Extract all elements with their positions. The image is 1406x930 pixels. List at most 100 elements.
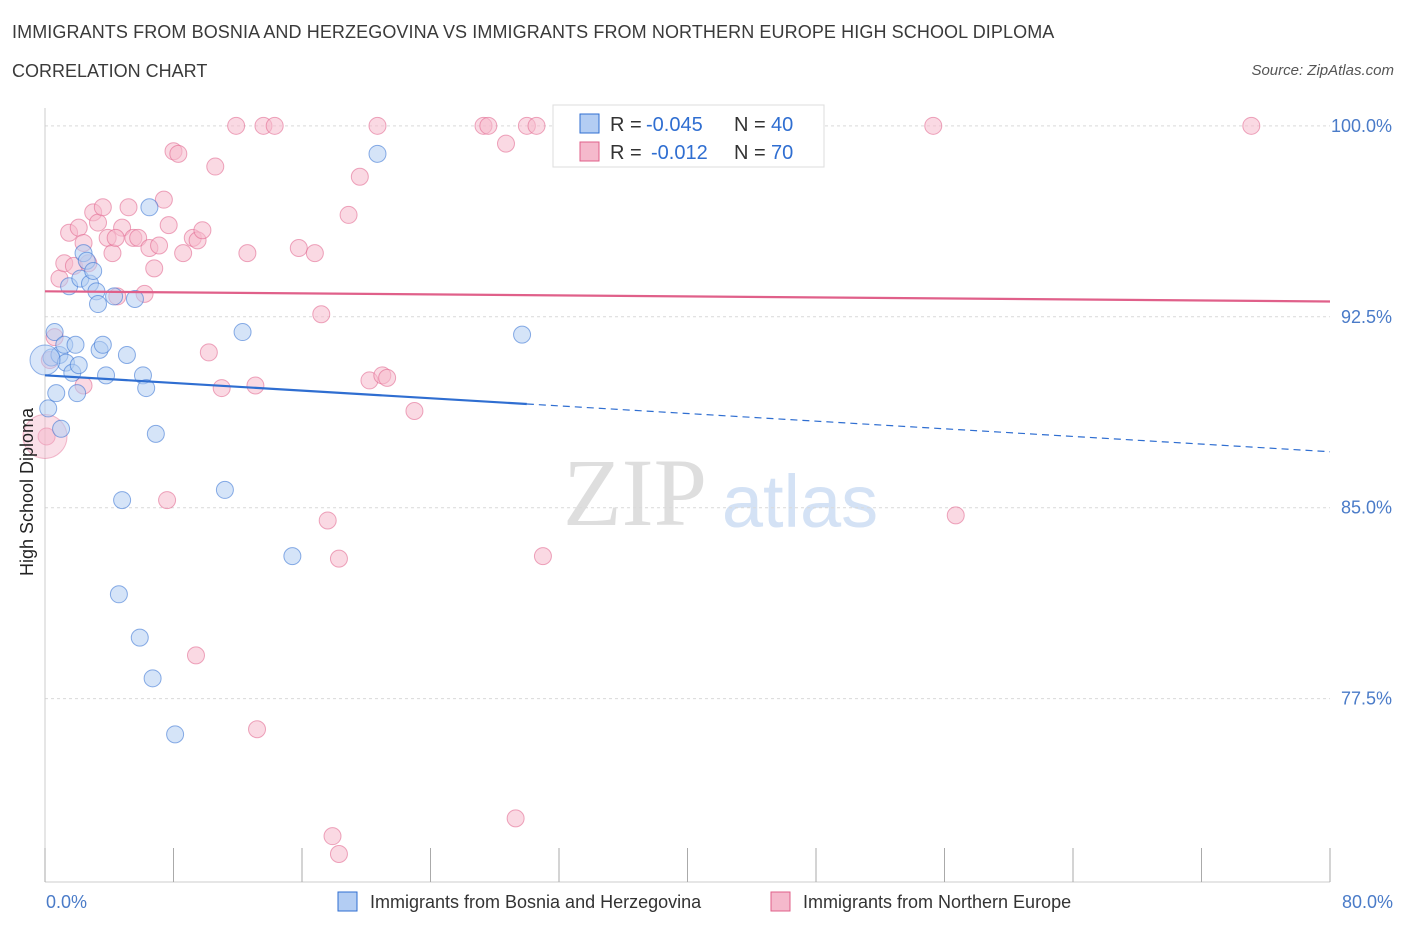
point-bosnia: [130, 628, 149, 647]
y-tick-label: 77.5%: [1341, 689, 1392, 709]
point-northern-europe: [289, 239, 308, 258]
point-northern-europe: [946, 506, 965, 525]
point-bosnia: [93, 335, 112, 354]
point-northern-europe: [533, 547, 552, 566]
point-northern-europe: [129, 228, 148, 247]
stats-blue-swatch: [579, 113, 600, 134]
point-bosnia: [513, 325, 532, 344]
axes: [44, 108, 1331, 883]
point-bosnia: [117, 345, 136, 364]
watermark-atlas: atlas: [722, 460, 878, 543]
series-northern-europe: [22, 116, 1261, 863]
legend-pink-label: Immigrants from Northern Europe: [803, 892, 1071, 912]
gridlines: [45, 125, 1330, 700]
point-bosnia: [140, 198, 159, 217]
point-northern-europe: [405, 401, 424, 420]
point-northern-europe: [246, 376, 265, 395]
point-bosnia: [283, 547, 302, 566]
point-bosnia: [39, 399, 58, 418]
point-northern-europe: [312, 305, 331, 324]
stats-box: R = -0.045 N = 40 R = -0.012 N = 70: [552, 104, 825, 168]
stats-pink-n-label: N =: [734, 142, 766, 164]
point-bosnia: [368, 144, 387, 163]
point-bosnia: [109, 585, 128, 604]
point-bosnia: [47, 384, 66, 403]
point-bosnia: [125, 289, 144, 308]
point-northern-europe: [150, 236, 169, 255]
point-northern-europe: [329, 844, 348, 863]
legend-blue-swatch: [337, 891, 358, 912]
point-northern-europe: [368, 116, 387, 135]
point-bosnia: [68, 384, 87, 403]
x-tick-label: 80.0%: [1342, 892, 1393, 912]
point-northern-europe: [238, 244, 257, 263]
point-northern-europe: [206, 157, 225, 176]
point-bosnia: [146, 424, 165, 443]
point-bosnia: [137, 379, 156, 398]
chart-title: IMMIGRANTS FROM BOSNIA AND HERZEGOVINA V…: [12, 22, 1055, 42]
stats-pink-r-label: R =: [610, 142, 642, 164]
stats-pink-r-value: -0.012: [651, 142, 708, 164]
point-northern-europe: [924, 116, 943, 135]
y-tick-label: 100.0%: [1331, 116, 1392, 136]
point-northern-europe: [103, 244, 122, 263]
trend-line-bosnia: [44, 374, 527, 406]
point-northern-europe: [119, 198, 138, 217]
x-tick-label: 0.0%: [46, 892, 87, 912]
point-northern-europe: [350, 167, 369, 186]
point-northern-europe: [305, 244, 324, 263]
point-northern-europe: [89, 213, 108, 232]
point-northern-europe: [265, 116, 284, 135]
point-northern-europe: [1242, 116, 1261, 135]
trend-line-northern-europe: [44, 290, 1331, 303]
point-northern-europe: [159, 216, 178, 235]
point-bosnia: [113, 491, 132, 510]
point-northern-europe: [212, 379, 231, 398]
point-northern-europe: [169, 144, 188, 163]
point-northern-europe: [248, 720, 267, 739]
series-bosnia: [29, 144, 532, 744]
y-tick-labels: 100.0% 92.5% 85.0% 77.5%: [1331, 116, 1392, 709]
point-bosnia: [29, 344, 61, 376]
point-bosnia: [215, 480, 234, 499]
legend-blue-label: Immigrants from Bosnia and Herzegovina: [370, 892, 702, 912]
point-northern-europe: [174, 244, 193, 263]
point-bosnia: [97, 366, 116, 385]
stats-blue-n-value: 40: [771, 114, 793, 136]
point-northern-europe: [37, 427, 56, 446]
point-northern-europe: [339, 205, 358, 224]
point-northern-europe: [329, 549, 348, 568]
trend-line-bosnia-extension: [526, 403, 1331, 453]
point-northern-europe: [479, 116, 498, 135]
point-bosnia: [89, 295, 108, 314]
point-bosnia: [233, 323, 252, 342]
point-bosnia: [69, 356, 88, 375]
point-northern-europe: [527, 116, 546, 135]
point-northern-europe: [193, 221, 212, 240]
point-northern-europe: [323, 827, 342, 846]
point-northern-europe: [496, 134, 515, 153]
legend: Immigrants from Bosnia and Herzegovina I…: [337, 891, 1071, 912]
y-tick-label: 92.5%: [1341, 307, 1392, 327]
point-bosnia: [52, 419, 71, 438]
point-bosnia: [45, 323, 64, 342]
y-axis-label: High School Diploma: [17, 407, 37, 576]
source-credit: Source: ZipAtlas.com: [1251, 62, 1394, 79]
watermark-zip: ZIP: [563, 439, 707, 546]
point-bosnia: [166, 725, 185, 744]
point-bosnia: [143, 669, 162, 688]
point-northern-europe: [227, 116, 246, 135]
point-bosnia: [66, 335, 85, 354]
stats-pink-swatch: [579, 141, 600, 162]
y-tick-label: 85.0%: [1341, 498, 1392, 518]
point-northern-europe: [106, 228, 125, 247]
point-northern-europe: [378, 368, 397, 387]
point-northern-europe: [199, 343, 218, 362]
trend-lines: [44, 290, 1331, 453]
stats-pink-n-value: 70: [771, 142, 793, 164]
stats-blue-n-label: N =: [734, 114, 766, 136]
point-northern-europe: [154, 190, 173, 209]
point-northern-europe: [69, 218, 88, 237]
point-northern-europe: [93, 198, 112, 217]
